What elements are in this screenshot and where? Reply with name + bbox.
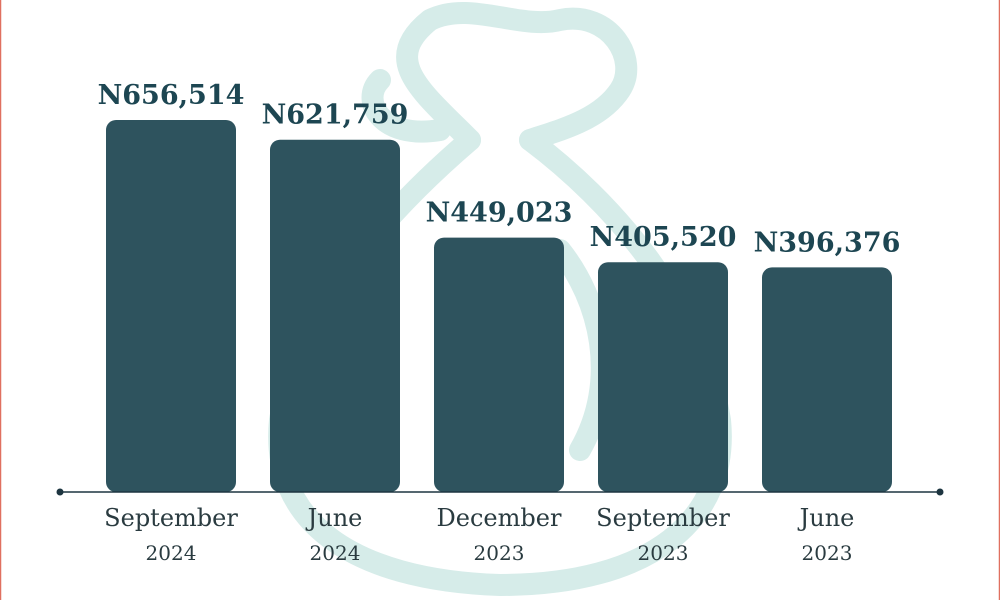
x-tick-label: June 2024 <box>305 504 363 565</box>
value-label: N621,759 <box>262 100 409 131</box>
value-label: N449,023 <box>426 198 573 229</box>
baseline-dot <box>56 488 64 496</box>
value-label: N656,514 <box>98 80 245 111</box>
plot-area: N656,514 September 2024 N621,759 June 2024 N44… <box>98 80 901 565</box>
x-tick-label: September 2024 <box>104 504 238 565</box>
x-tick-label: September 2023 <box>596 504 730 565</box>
value-label: N405,520 <box>590 222 737 253</box>
bar <box>106 120 236 492</box>
bar <box>270 139 400 493</box>
bar <box>598 262 728 492</box>
bar <box>762 267 892 492</box>
value-label: N396,376 <box>754 227 901 258</box>
x-tick-label: December 2023 <box>437 504 562 565</box>
baseline-dot <box>936 488 944 496</box>
bar <box>434 237 564 492</box>
x-tick-label: June 2023 <box>797 504 855 565</box>
